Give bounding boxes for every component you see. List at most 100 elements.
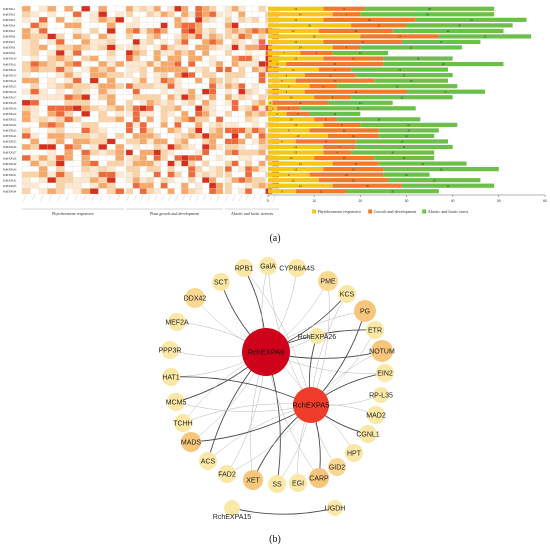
heatmap-cell bbox=[132, 39, 140, 45]
heatmap-cell bbox=[181, 39, 189, 45]
heatmap-cell bbox=[258, 155, 266, 161]
heatmap-cell bbox=[195, 77, 203, 84]
heatmap-cell bbox=[195, 149, 203, 156]
heatmap-cell bbox=[132, 61, 140, 67]
bar-segment-value: 7 bbox=[339, 145, 341, 149]
network-edge bbox=[170, 376, 312, 406]
heatmap-cell bbox=[98, 44, 108, 51]
heatmap-cell bbox=[98, 105, 108, 112]
heatmap-cell bbox=[174, 144, 182, 150]
bar-segment bbox=[268, 161, 333, 166]
heatmap-cell bbox=[81, 177, 91, 184]
bar-segment-value: 13 bbox=[352, 57, 355, 61]
heatmap-cell bbox=[132, 116, 140, 123]
heatmap-cell bbox=[245, 33, 253, 40]
heatmap-cell bbox=[195, 61, 203, 67]
heatmap-cell bbox=[188, 22, 196, 29]
bar-segment bbox=[272, 100, 329, 105]
heatmap-cell bbox=[215, 177, 224, 184]
heatmap-cell bbox=[21, 61, 31, 67]
heatmap-cell bbox=[55, 83, 65, 90]
heatmap-cell bbox=[167, 177, 175, 184]
heatmap-cell bbox=[245, 160, 253, 167]
heatmap-cell bbox=[30, 94, 40, 101]
heatmap-cell bbox=[55, 110, 65, 117]
heatmap-column-tick bbox=[154, 194, 158, 202]
heatmap-cell bbox=[72, 188, 82, 195]
heatmap-cell bbox=[238, 11, 246, 18]
heatmap-cell bbox=[81, 88, 91, 95]
heatmap-cell bbox=[224, 22, 232, 29]
heatmap-cell bbox=[215, 61, 224, 67]
heatmap-cell bbox=[215, 138, 224, 145]
heatmap-cell bbox=[72, 11, 82, 18]
heatmap-cell bbox=[258, 110, 266, 117]
heatmap-cell bbox=[174, 39, 182, 45]
heatmap-cell bbox=[160, 144, 168, 150]
heatmap-cell bbox=[251, 77, 259, 84]
bar-segment bbox=[337, 84, 458, 89]
heatmap-cell bbox=[139, 171, 147, 178]
bar-segment-value: 13 bbox=[297, 134, 300, 138]
heatmap-column-tick bbox=[181, 194, 186, 202]
heatmap-cell bbox=[139, 121, 147, 128]
bar-segment bbox=[309, 84, 338, 89]
heatmap-cell bbox=[115, 171, 125, 178]
heatmap-cell bbox=[238, 160, 246, 167]
heatmap-cell bbox=[209, 33, 217, 40]
bar-segment bbox=[268, 128, 310, 133]
heatmap-cell bbox=[215, 105, 224, 112]
network-node-label: PME bbox=[320, 278, 336, 285]
heatmap-cell bbox=[115, 66, 125, 73]
heatmap-cell bbox=[245, 5, 253, 12]
heatmap-cell bbox=[115, 16, 125, 23]
bar-segment-value: 15 bbox=[366, 184, 369, 188]
heatmap-cell bbox=[195, 72, 203, 79]
heatmap-cell bbox=[215, 155, 224, 161]
heatmap-cell bbox=[215, 182, 224, 189]
heatmap-cell bbox=[146, 88, 154, 95]
heatmap-cell bbox=[202, 61, 210, 67]
heatmap-cell bbox=[55, 77, 65, 84]
bar-segment-value: 11 bbox=[352, 134, 355, 138]
heatmap-cell bbox=[132, 138, 140, 145]
heatmap-cell bbox=[167, 39, 175, 45]
heatmap-cell bbox=[38, 72, 48, 79]
bar-segment-value: 13 bbox=[343, 156, 346, 160]
bar-segment bbox=[355, 139, 449, 144]
heatmap-cell bbox=[245, 110, 253, 117]
heatmap-cell bbox=[38, 171, 48, 178]
bar-segment bbox=[268, 34, 361, 39]
heatmap-cell bbox=[38, 33, 48, 40]
heatmap-cell bbox=[132, 27, 140, 34]
heatmap-cell bbox=[125, 11, 134, 18]
heatmap-cell bbox=[188, 155, 196, 161]
heatmap-cell bbox=[38, 61, 48, 67]
heatmap-cell bbox=[202, 105, 210, 112]
heatmap-cell bbox=[174, 149, 182, 156]
heatmap-cell bbox=[146, 16, 154, 23]
heatmap-cell bbox=[72, 39, 82, 45]
heatmap-cell bbox=[30, 83, 40, 90]
bar-segment-value: 14 bbox=[299, 12, 302, 16]
heatmap-cell bbox=[72, 44, 82, 51]
heatmap-cell bbox=[160, 138, 168, 145]
heatmap-cell bbox=[21, 66, 31, 73]
heatmap-cell bbox=[167, 110, 175, 117]
bar-segment-value: 10 bbox=[290, 118, 293, 122]
heatmap-cell bbox=[115, 99, 125, 106]
heatmap-cell bbox=[106, 83, 116, 90]
heatmap-cell bbox=[21, 99, 31, 106]
heatmap-cell bbox=[132, 160, 140, 167]
heatmap-cell bbox=[47, 33, 57, 40]
bar-segment bbox=[323, 167, 384, 172]
heatmap-cell bbox=[106, 171, 116, 178]
bar-segment bbox=[355, 144, 453, 150]
bar-segment bbox=[268, 155, 315, 161]
heatmap-cell bbox=[64, 39, 74, 45]
heatmap-cell bbox=[139, 61, 147, 67]
heatmap-cell bbox=[81, 27, 91, 34]
heatmap-cell bbox=[38, 88, 48, 95]
heatmap-cell bbox=[188, 110, 196, 117]
heatmap-cell bbox=[188, 66, 196, 73]
